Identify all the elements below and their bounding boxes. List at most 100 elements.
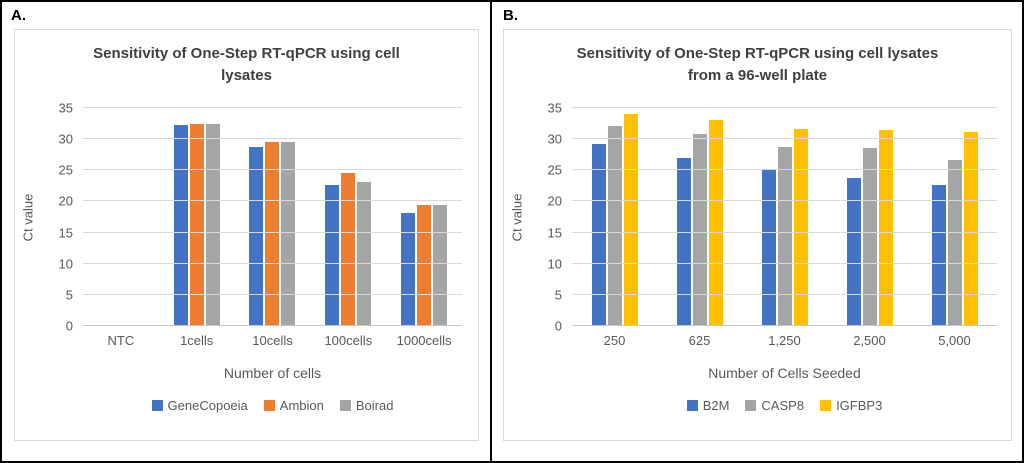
gridline	[83, 293, 462, 295]
y-axis-title: Ct value	[509, 193, 525, 241]
bar-ambion-100cells	[341, 173, 356, 326]
bar-b2m-250	[591, 143, 606, 326]
x-category-label-250: 250	[603, 332, 626, 348]
bar-group-2-500	[827, 108, 912, 326]
chart-b-title: Sensitivity of One-Step RT-qPCR using ce…	[576, 45, 939, 84]
legend-item-b2m: B2M	[686, 397, 730, 413]
bar-group-100cells	[310, 108, 386, 326]
chart-a-title: Sensitivity of One-Step RT-qPCR using ce…	[93, 45, 400, 84]
y-ticks: 35 30 25 20 15 10 5 0	[41, 101, 73, 334]
bar-b2m-5-000	[931, 185, 946, 326]
chart-a-y-axis-title-col: Ct value	[15, 108, 41, 326]
x-category-label-1cells: 1cells	[180, 332, 214, 348]
gridline	[572, 138, 997, 140]
legend-item-igfbp3: IGFBP3	[820, 398, 882, 413]
bar-ambion-1cells	[189, 123, 204, 326]
legend-swatch-casp8	[745, 399, 757, 411]
x-category-label-10cells: 10cells	[252, 332, 293, 348]
legend-swatch-boirad	[339, 399, 351, 411]
legend-label-ambion: Ambion	[279, 397, 324, 413]
gridline	[83, 262, 462, 264]
y-axis-title: Ct value	[20, 193, 36, 241]
legend-label-genecopoeia: GeneCopoeia	[167, 397, 248, 413]
legend: GeneCopoeia Ambion Boirad	[83, 395, 462, 415]
x-category-labels: 250 625 1,250 2,500 5,000	[572, 326, 997, 354]
chart-b-plot-row: Ct value 35 30 25 20 15 10 5 0 250 625 1,250 2,500…	[504, 101, 1011, 415]
gridline	[83, 200, 462, 202]
gridline	[572, 169, 997, 171]
bar-genecopoeia-100cells	[325, 184, 340, 326]
y-tick-label: 35	[547, 100, 562, 116]
panel-a-label: A.	[11, 7, 26, 24]
plot-area	[83, 107, 462, 326]
legend-swatch-b2m	[686, 399, 698, 411]
bar-boirad-1000cells	[433, 205, 448, 326]
legend-item-ambion: Ambion	[263, 397, 324, 413]
chart-a-plot-stack: NTC 1cells 10cells 100cells 1000cells Number…	[83, 107, 462, 415]
y-tick-label: 0	[65, 318, 73, 334]
bar-groups	[83, 108, 462, 326]
panel-b: B. Sensitivity of One-Step RT-qPCR using…	[494, 2, 1022, 461]
legend-item-casp8: CASP8	[745, 398, 804, 413]
chart-b-plot-stack: 250 625 1,250 2,500 5,000 Number of Cells Se…	[572, 107, 997, 415]
bar-group-1cells	[159, 108, 235, 326]
gridline	[572, 262, 997, 264]
y-tick-label: 25	[58, 162, 73, 178]
chart-a-box: Sensitivity of One-Step RT-qPCR using ce…	[14, 29, 479, 441]
gridline	[83, 138, 462, 140]
x-axis-title: Number of cells	[223, 365, 322, 381]
bar-b2m-1-250	[761, 169, 776, 326]
legend-label-b2m: B2M	[702, 397, 730, 413]
gridline	[572, 107, 997, 108]
bar-igfbp3-1-250	[793, 128, 808, 326]
bar-casp8-2-500	[862, 147, 877, 326]
x-category-label-100cells: 100cells	[324, 332, 373, 348]
legend-item-boirad: Boirad	[339, 397, 394, 413]
bar-group-1-250	[742, 108, 827, 326]
bar-group-10cells	[235, 108, 311, 326]
x-category-labels: NTC 1cells 10cells 100cells 1000cells	[83, 326, 462, 354]
y-ticks: 35 30 25 20 15 10 5 0	[530, 101, 562, 334]
legend-label-boirad: Boirad	[355, 397, 394, 413]
x-category-label-625: 625	[688, 332, 711, 348]
bar-genecopoeia-1cells	[173, 125, 188, 326]
x-axis-title: Number of Cells Seeded	[708, 365, 861, 381]
y-tick-label: 30	[58, 131, 73, 147]
bar-genecopoeia-10cells	[249, 146, 264, 326]
x-axis-line	[572, 325, 997, 326]
legend: B2M CASP8 IGFBP3	[572, 395, 997, 415]
y-tick-label: 15	[547, 225, 562, 241]
bar-boirad-1cells	[205, 123, 220, 326]
gridline	[572, 200, 997, 202]
chart-b-box: Sensitivity of One-Step RT-qPCR using ce…	[503, 29, 1012, 441]
x-category-label-5-000: 5,000	[938, 332, 971, 348]
y-tick-label: 10	[547, 256, 562, 272]
x-category-label-ntc: NTC	[107, 332, 135, 348]
bar-igfbp3-5-000	[963, 131, 978, 326]
bar-genecopoeia-1000cells	[401, 213, 416, 326]
bar-igfbp3-2-500	[878, 129, 893, 326]
bar-igfbp3-250	[623, 114, 638, 326]
plot-area	[572, 107, 997, 326]
gridline	[83, 231, 462, 233]
bar-group-625	[657, 108, 742, 326]
bar-casp8-250	[607, 126, 622, 326]
y-tick-label: 10	[58, 256, 73, 272]
gridline	[83, 169, 462, 171]
gridline	[572, 293, 997, 295]
bar-ambion-10cells	[265, 141, 280, 326]
y-tick-label: 20	[58, 193, 73, 209]
x-category-label-2-500: 2,500	[853, 332, 886, 348]
bar-igfbp3-625	[708, 120, 723, 326]
gridline	[83, 107, 462, 108]
panel-a: A. Sensitivity of One-Step RT-qPCR using…	[2, 2, 492, 461]
bar-casp8-1-250	[777, 146, 792, 326]
legend-swatch-ambion	[263, 399, 275, 411]
y-tick-label: 5	[554, 287, 562, 303]
y-tick-label: 0	[554, 318, 562, 334]
chart-b-y-axis-title-col: Ct value	[504, 108, 530, 326]
bar-casp8-5-000	[947, 159, 962, 326]
y-tick-label: 25	[547, 162, 562, 178]
legend-swatch-genecopoeia	[151, 399, 163, 411]
